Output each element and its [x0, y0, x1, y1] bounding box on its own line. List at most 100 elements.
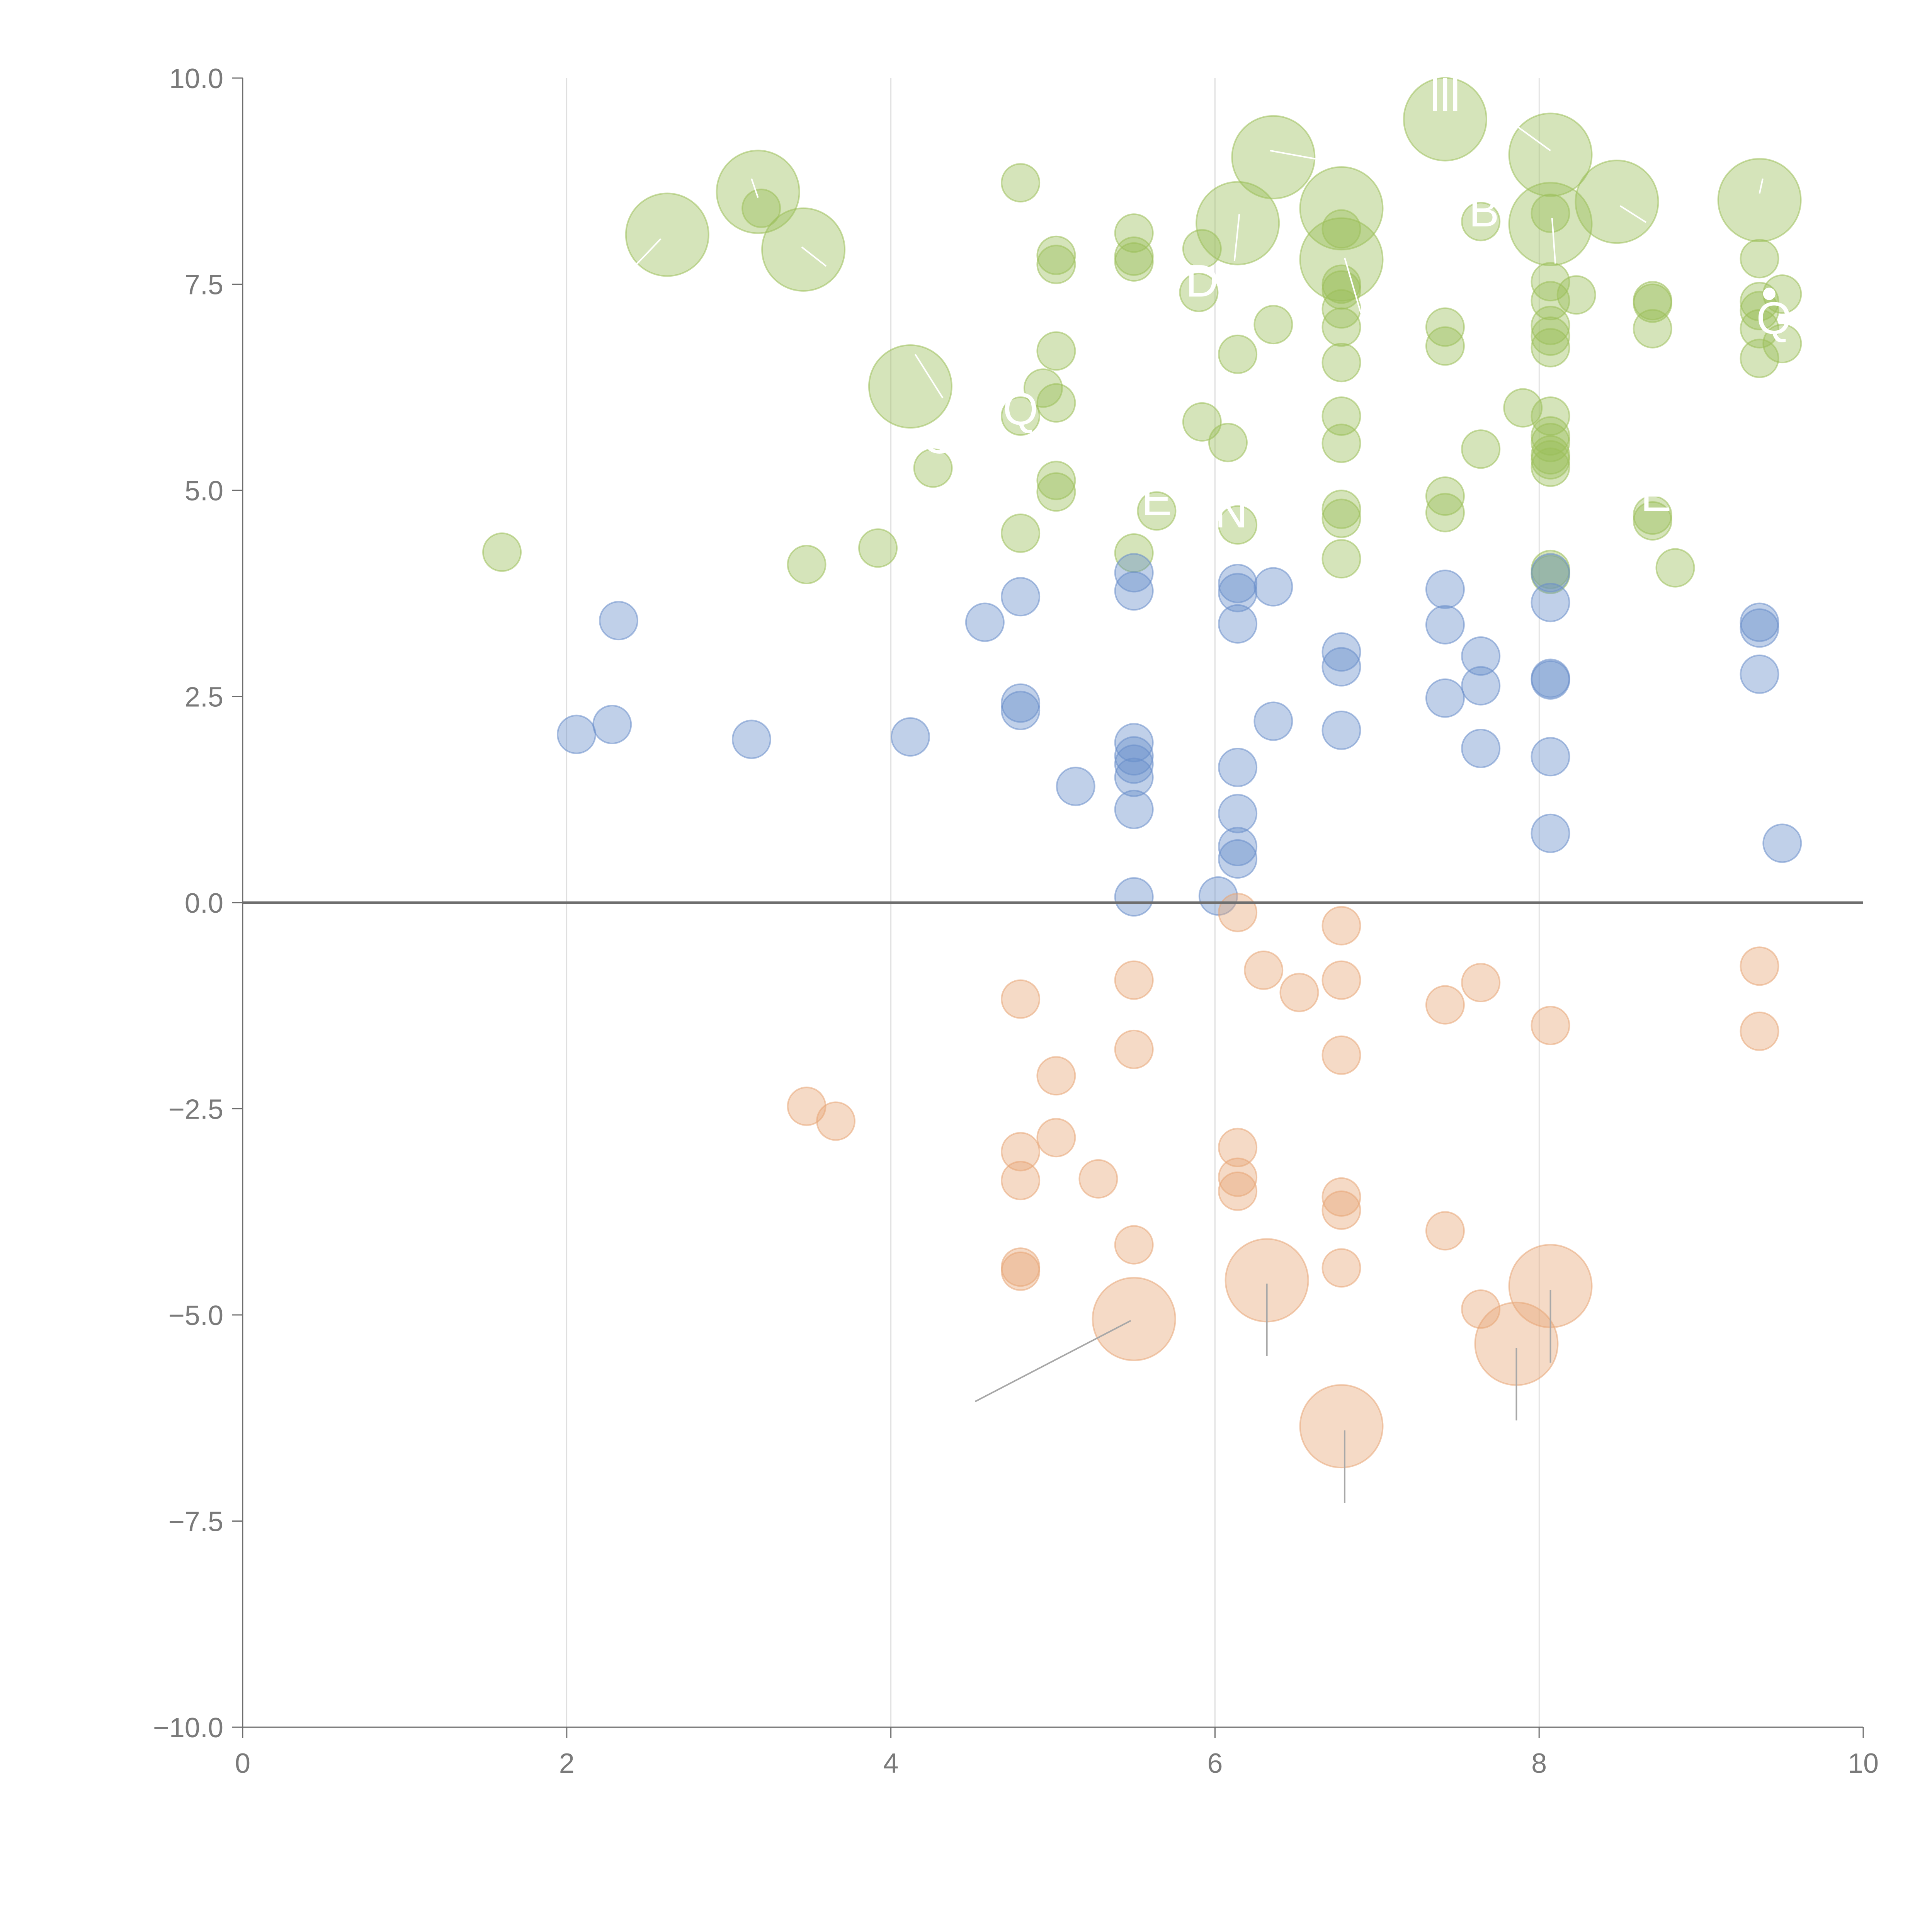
bubble-point	[1321, 1248, 1361, 1288]
bubble-point	[1218, 794, 1258, 833]
point-annotation-label: Q	[1756, 293, 1792, 344]
bubble-point	[1425, 605, 1465, 645]
bubble-point	[1114, 236, 1154, 276]
y-tick-label: −10.0	[153, 1713, 223, 1743]
bubble-point	[1321, 710, 1361, 750]
bubble-point	[1655, 548, 1695, 588]
bubble-point	[1321, 423, 1361, 463]
bubble-point	[1218, 1171, 1258, 1211]
point-annotation-label: E	[1141, 474, 1172, 525]
bubble-point	[1114, 960, 1154, 1000]
bubble-point	[1503, 388, 1543, 428]
bubble-point	[1182, 402, 1222, 442]
label-leader-line	[801, 246, 827, 267]
bubble-point	[1425, 1211, 1465, 1251]
y-tick-label: 2.5	[185, 682, 223, 713]
bubble-point	[1218, 573, 1258, 612]
bubble-point	[1740, 946, 1779, 986]
bubble-point	[1762, 324, 1802, 364]
bubble-point	[1279, 973, 1319, 1012]
bubble-point	[1531, 660, 1570, 700]
bubble-point	[1001, 1161, 1041, 1201]
bubble-point	[1717, 158, 1802, 242]
bubble-point	[1321, 264, 1361, 304]
bubble-point	[625, 192, 709, 277]
x-tick-label: 4	[883, 1748, 899, 1779]
bubble-point	[1531, 423, 1570, 463]
bubble-point	[1508, 112, 1593, 197]
bubble-point	[1425, 326, 1465, 366]
bubble-point	[1218, 1128, 1258, 1167]
bubble-point	[1425, 678, 1465, 718]
bubble-point	[1114, 1225, 1154, 1265]
bubble-point	[965, 602, 1005, 642]
bubble-point	[1036, 1056, 1076, 1096]
bubble-point	[1092, 1277, 1176, 1361]
bubble-point	[1321, 1177, 1361, 1217]
bubble-point	[1633, 309, 1672, 349]
bubble-point	[1321, 906, 1361, 946]
bubble-point	[890, 717, 930, 757]
x-tick-label: 2	[559, 1748, 575, 1779]
bubble-point	[1556, 275, 1596, 315]
bubble-point	[1531, 193, 1570, 233]
bubble-point	[1461, 963, 1501, 1002]
bubble-point	[1231, 115, 1316, 199]
axes: 10.0 7.5 5.0 2.5 0.0 −2.5 −5.0 −7.5 −10.0 0 2 4 6 8 10	[153, 63, 1879, 1779]
bubble-point	[1531, 306, 1570, 345]
bubble-point	[1740, 282, 1779, 321]
point-annotation-label: •	[1761, 268, 1777, 319]
bubble-point	[1218, 564, 1258, 604]
bubble-point	[1114, 242, 1154, 282]
bubble-point	[1001, 979, 1041, 1019]
bubble-point	[1036, 461, 1076, 500]
bubble-point	[1218, 1157, 1258, 1197]
y-tick-label: 5.0	[185, 476, 223, 507]
bubble-point	[1001, 1251, 1041, 1291]
bubble-point	[1633, 501, 1672, 541]
bubble-point	[1299, 166, 1384, 251]
bubble-point	[1531, 553, 1570, 593]
point-annotation-label: N	[1215, 486, 1248, 537]
bubble-point	[1218, 893, 1258, 932]
bubble-point	[1461, 429, 1501, 469]
bubble-point	[787, 545, 827, 585]
bubble-point	[742, 189, 781, 228]
bubble-point	[1023, 368, 1063, 408]
bubble-point	[1740, 338, 1779, 378]
bubble-point	[1036, 235, 1076, 275]
point-annotation-label: E	[1641, 470, 1671, 521]
bubble-point	[787, 1087, 827, 1126]
bubble-series	[243, 77, 1863, 1469]
bubble-point	[731, 719, 771, 759]
bubble-point	[1461, 666, 1501, 706]
bubble-point	[1253, 567, 1293, 607]
label-leader-line	[975, 1320, 1131, 1402]
bubble-point	[1321, 647, 1361, 687]
y-tick-label: 10.0	[169, 63, 223, 94]
bubble-point	[1036, 245, 1076, 284]
label-leader-line	[1516, 125, 1551, 151]
bubble-point	[556, 714, 596, 754]
bubble-point	[1036, 383, 1076, 423]
label-leader-line	[1551, 218, 1556, 264]
bubble-point	[482, 532, 522, 572]
point-annotation-label: lll	[1430, 70, 1461, 121]
bubble-point	[1762, 274, 1802, 314]
label-leader-line	[634, 238, 662, 267]
bubble-point	[1740, 602, 1779, 642]
bubble-point	[592, 705, 632, 745]
bubble-point	[761, 207, 846, 292]
y-tick-label: −7.5	[168, 1507, 223, 1537]
bubble-point	[1321, 307, 1361, 347]
bubble-point	[1321, 343, 1361, 383]
bubble-point	[868, 344, 952, 429]
bubble-point	[1531, 737, 1570, 777]
bubble-point	[1461, 202, 1501, 242]
bubble-point	[1425, 570, 1465, 609]
bubble-point	[913, 448, 953, 488]
bubble-point	[1001, 577, 1041, 617]
bubble-point	[1036, 472, 1076, 512]
bubble-point	[1740, 291, 1779, 330]
label-leader-line	[1233, 214, 1240, 261]
